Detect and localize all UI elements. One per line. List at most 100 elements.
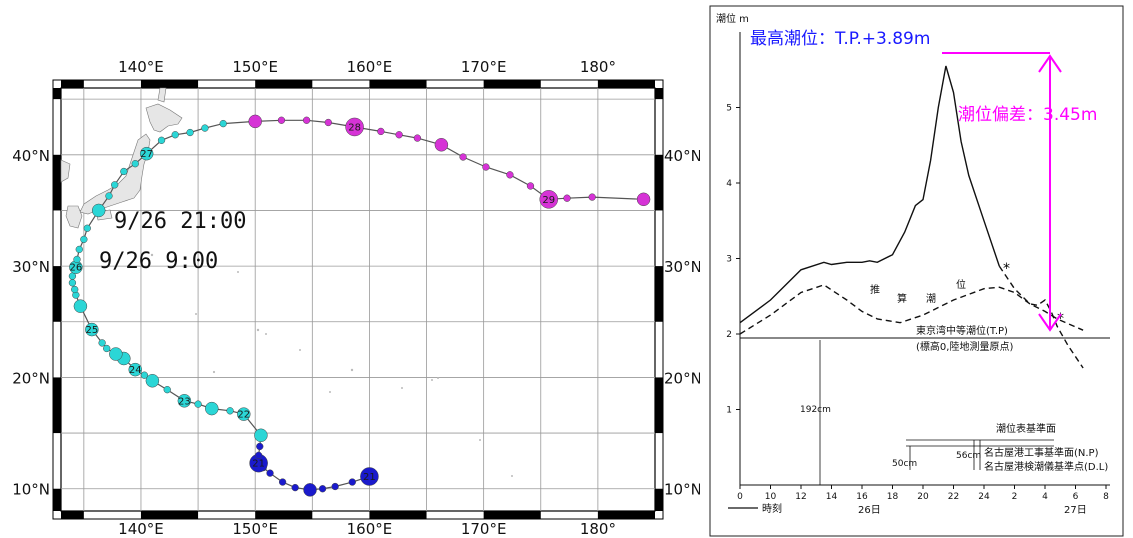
track-day-label: 22 — [237, 410, 250, 421]
track-point — [278, 478, 287, 486]
track-point — [506, 171, 514, 179]
border-left-0 — [53, 488, 61, 511]
border-left-4 — [53, 266, 61, 322]
ytick-label-1: 2 — [726, 330, 732, 340]
border-right-8 — [655, 88, 663, 100]
tide-series-0 — [739, 65, 1000, 324]
track-day-label: 27 — [140, 149, 153, 160]
datum-np: 名古屋港工事基準面(N.P) — [984, 446, 1099, 459]
border-top-8 — [483, 80, 541, 88]
tide-x-ticks: 0 10 12 14 16 18 20 22 24 2 4 6 8 — [737, 485, 1109, 502]
track-point — [109, 347, 123, 361]
track-point — [171, 131, 179, 139]
annotation-0900: 9/26 9:00 — [99, 249, 218, 274]
xtick-bottom-0: 140°E — [118, 520, 164, 538]
datum-title: 潮位表基準面 — [996, 422, 1056, 435]
xtick-top-1: 150°E — [232, 58, 278, 76]
predicted-char-2: 算 — [897, 292, 907, 305]
predicted-char-3: 潮 — [926, 292, 936, 305]
track-point — [71, 285, 79, 294]
border-bottom-6 — [369, 511, 427, 519]
ytick-left-3: 10°N — [12, 481, 50, 499]
tide-series — [739, 65, 1084, 369]
border-left-2 — [53, 377, 61, 434]
xtick-label-12: 8 — [1103, 492, 1109, 502]
day-label-26: 26日 — [858, 505, 881, 516]
track-point — [345, 117, 364, 137]
track-point — [303, 483, 317, 497]
track-point — [131, 160, 139, 168]
tide-chart-frame — [709, 5, 1124, 537]
xtick-label-4: 16 — [856, 492, 868, 502]
xtick-bottom-1: 150°E — [232, 520, 278, 538]
xtick-label-5: 18 — [887, 492, 899, 502]
xtick-label-7: 22 — [948, 492, 959, 502]
track-point — [68, 279, 77, 287]
xtick-bottom-4: 180° — [580, 520, 616, 538]
border-right-6 — [655, 154, 663, 211]
track-point — [526, 182, 535, 190]
track-point — [128, 362, 142, 377]
track-point — [377, 127, 385, 136]
track-point — [140, 371, 149, 379]
track-point — [73, 299, 88, 313]
border-top-0 — [61, 80, 84, 88]
track-point — [186, 128, 194, 137]
border-top-4 — [255, 80, 313, 88]
xtick-top-4: 180° — [580, 58, 616, 76]
tide-series-1 — [998, 265, 1084, 369]
day-label-27: 27日 — [1064, 505, 1087, 516]
track-point — [111, 181, 119, 189]
border-outline — [52, 79, 664, 520]
track-point — [83, 224, 91, 232]
xtick-bottom-2: 160°E — [347, 520, 393, 538]
track-point — [205, 401, 219, 416]
track-point — [105, 192, 113, 200]
track-point — [434, 138, 449, 152]
track-day-label: 23 — [178, 396, 191, 407]
track-point — [482, 163, 490, 171]
track-day-label: 26 — [69, 263, 82, 274]
xtick-label-10: 4 — [1042, 492, 1048, 502]
ytick-right-0: 40°N — [664, 147, 700, 165]
observation-star-2: * — [1057, 311, 1064, 327]
track-point — [85, 322, 99, 337]
ytick-right-1: 30°N — [664, 258, 700, 276]
border-bottom-2 — [140, 511, 199, 519]
track-point — [91, 203, 106, 218]
track-day-label: 24 — [129, 365, 142, 376]
track-point — [459, 153, 467, 161]
ytick-left-2: 20°N — [12, 369, 50, 387]
track-point — [73, 255, 81, 264]
deviation-arrow — [1038, 54, 1062, 332]
track-point — [145, 374, 160, 388]
ytick-left-0: 40°N — [12, 147, 50, 165]
max-tide-annotation: 最高潮位：T.P.+3.89m — [750, 29, 930, 49]
border-top-2 — [140, 80, 199, 88]
ytick-label-3: 4 — [726, 179, 732, 189]
border-bottom-8 — [483, 511, 541, 519]
track-point — [80, 235, 88, 244]
track-point — [254, 428, 268, 443]
border-top-6 — [369, 80, 427, 88]
predicted-tide-label: 推 算 潮 位 — [870, 278, 966, 305]
observation-star-1: * — [1003, 261, 1010, 277]
xtick-label-1: 10 — [765, 492, 777, 502]
xtick-label-8: 24 — [978, 492, 990, 502]
track-point — [254, 451, 263, 459]
dim-192-label: 192cm — [800, 405, 831, 415]
track-point — [226, 407, 234, 415]
deviation-annotation: 潮位偏差：3.45m — [958, 105, 1097, 125]
xtick-label-0: 0 — [737, 492, 743, 502]
datum-dl: 名古屋港検潮儀基準点(D.L) — [984, 460, 1108, 473]
track-point — [75, 245, 83, 254]
xtick-label-6: 20 — [917, 492, 929, 502]
border-bottom-0 — [61, 511, 84, 519]
xtick-label-11: 6 — [1073, 492, 1079, 502]
track-point — [219, 119, 227, 128]
small-islands — [150, 253, 513, 477]
track-point — [318, 485, 327, 493]
track-day-label: 29 — [542, 195, 555, 206]
track-day-label: 21 — [363, 472, 376, 483]
